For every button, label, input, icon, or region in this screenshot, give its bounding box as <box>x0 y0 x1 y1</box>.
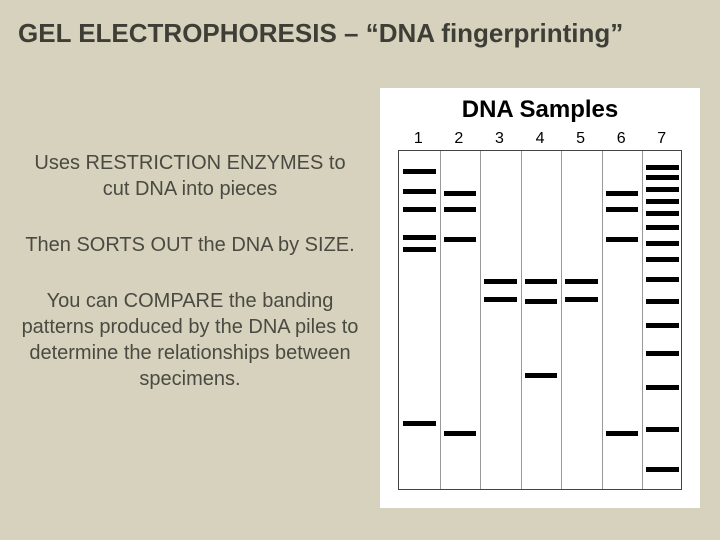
gel-band <box>403 235 436 240</box>
gel-band <box>646 175 679 180</box>
gel-band <box>646 427 679 432</box>
gel-band <box>403 189 436 194</box>
gel-band <box>646 199 679 204</box>
gel-band <box>403 247 436 252</box>
gel-band <box>484 297 517 302</box>
lane-divider <box>561 151 562 489</box>
lane-divider <box>602 151 603 489</box>
desc-p2: Then SORTS OUT the DNA by SIZE. <box>20 232 360 258</box>
lane-divider <box>642 151 643 489</box>
gel-band <box>525 279 558 284</box>
gel-band <box>606 207 639 212</box>
lane-label: 4 <box>520 130 561 148</box>
gel-panel: DNA Samples 1234567 <box>380 88 700 508</box>
lane-label: 2 <box>439 130 480 148</box>
gel-band <box>646 165 679 170</box>
gel-band <box>444 207 477 212</box>
lane-divider <box>521 151 522 489</box>
gel-band <box>525 373 558 378</box>
gel-band <box>403 169 436 174</box>
gel-band <box>606 237 639 242</box>
gel-band <box>484 279 517 284</box>
gel-band <box>444 191 477 196</box>
gel-band <box>646 467 679 472</box>
gel-band <box>646 187 679 192</box>
gel-band <box>606 431 639 436</box>
gel-band <box>646 225 679 230</box>
desc-p1: Uses RESTRICTION ENZYMES to cut DNA into… <box>20 150 360 202</box>
lane-label: 3 <box>479 130 520 148</box>
gel-band <box>646 257 679 262</box>
gel-band <box>646 241 679 246</box>
gel-title: DNA Samples <box>380 96 700 124</box>
gel-band <box>403 421 436 426</box>
gel-band <box>444 431 477 436</box>
gel-band <box>646 211 679 216</box>
gel-box <box>398 150 682 490</box>
lane-divider <box>440 151 441 489</box>
gel-band <box>646 277 679 282</box>
gel-band <box>646 323 679 328</box>
gel-band <box>444 237 477 242</box>
description-column: Uses RESTRICTION ENZYMES to cut DNA into… <box>20 150 360 422</box>
page-title: GEL ELECTROPHORESIS – “DNA fingerprintin… <box>18 18 623 49</box>
gel-band <box>565 279 598 284</box>
lane-label: 5 <box>560 130 601 148</box>
desc-p3: You can COMPARE the banding patterns pro… <box>20 288 360 392</box>
lane-label: 6 <box>601 130 642 148</box>
gel-band <box>646 351 679 356</box>
gel-band <box>646 385 679 390</box>
lane-label: 7 <box>641 130 682 148</box>
lane-label: 1 <box>398 130 439 148</box>
lane-labels-row: 1234567 <box>398 130 682 148</box>
lane-divider <box>480 151 481 489</box>
gel-band <box>403 207 436 212</box>
gel-band <box>525 299 558 304</box>
gel-band <box>606 191 639 196</box>
gel-band <box>565 297 598 302</box>
gel-band <box>646 299 679 304</box>
